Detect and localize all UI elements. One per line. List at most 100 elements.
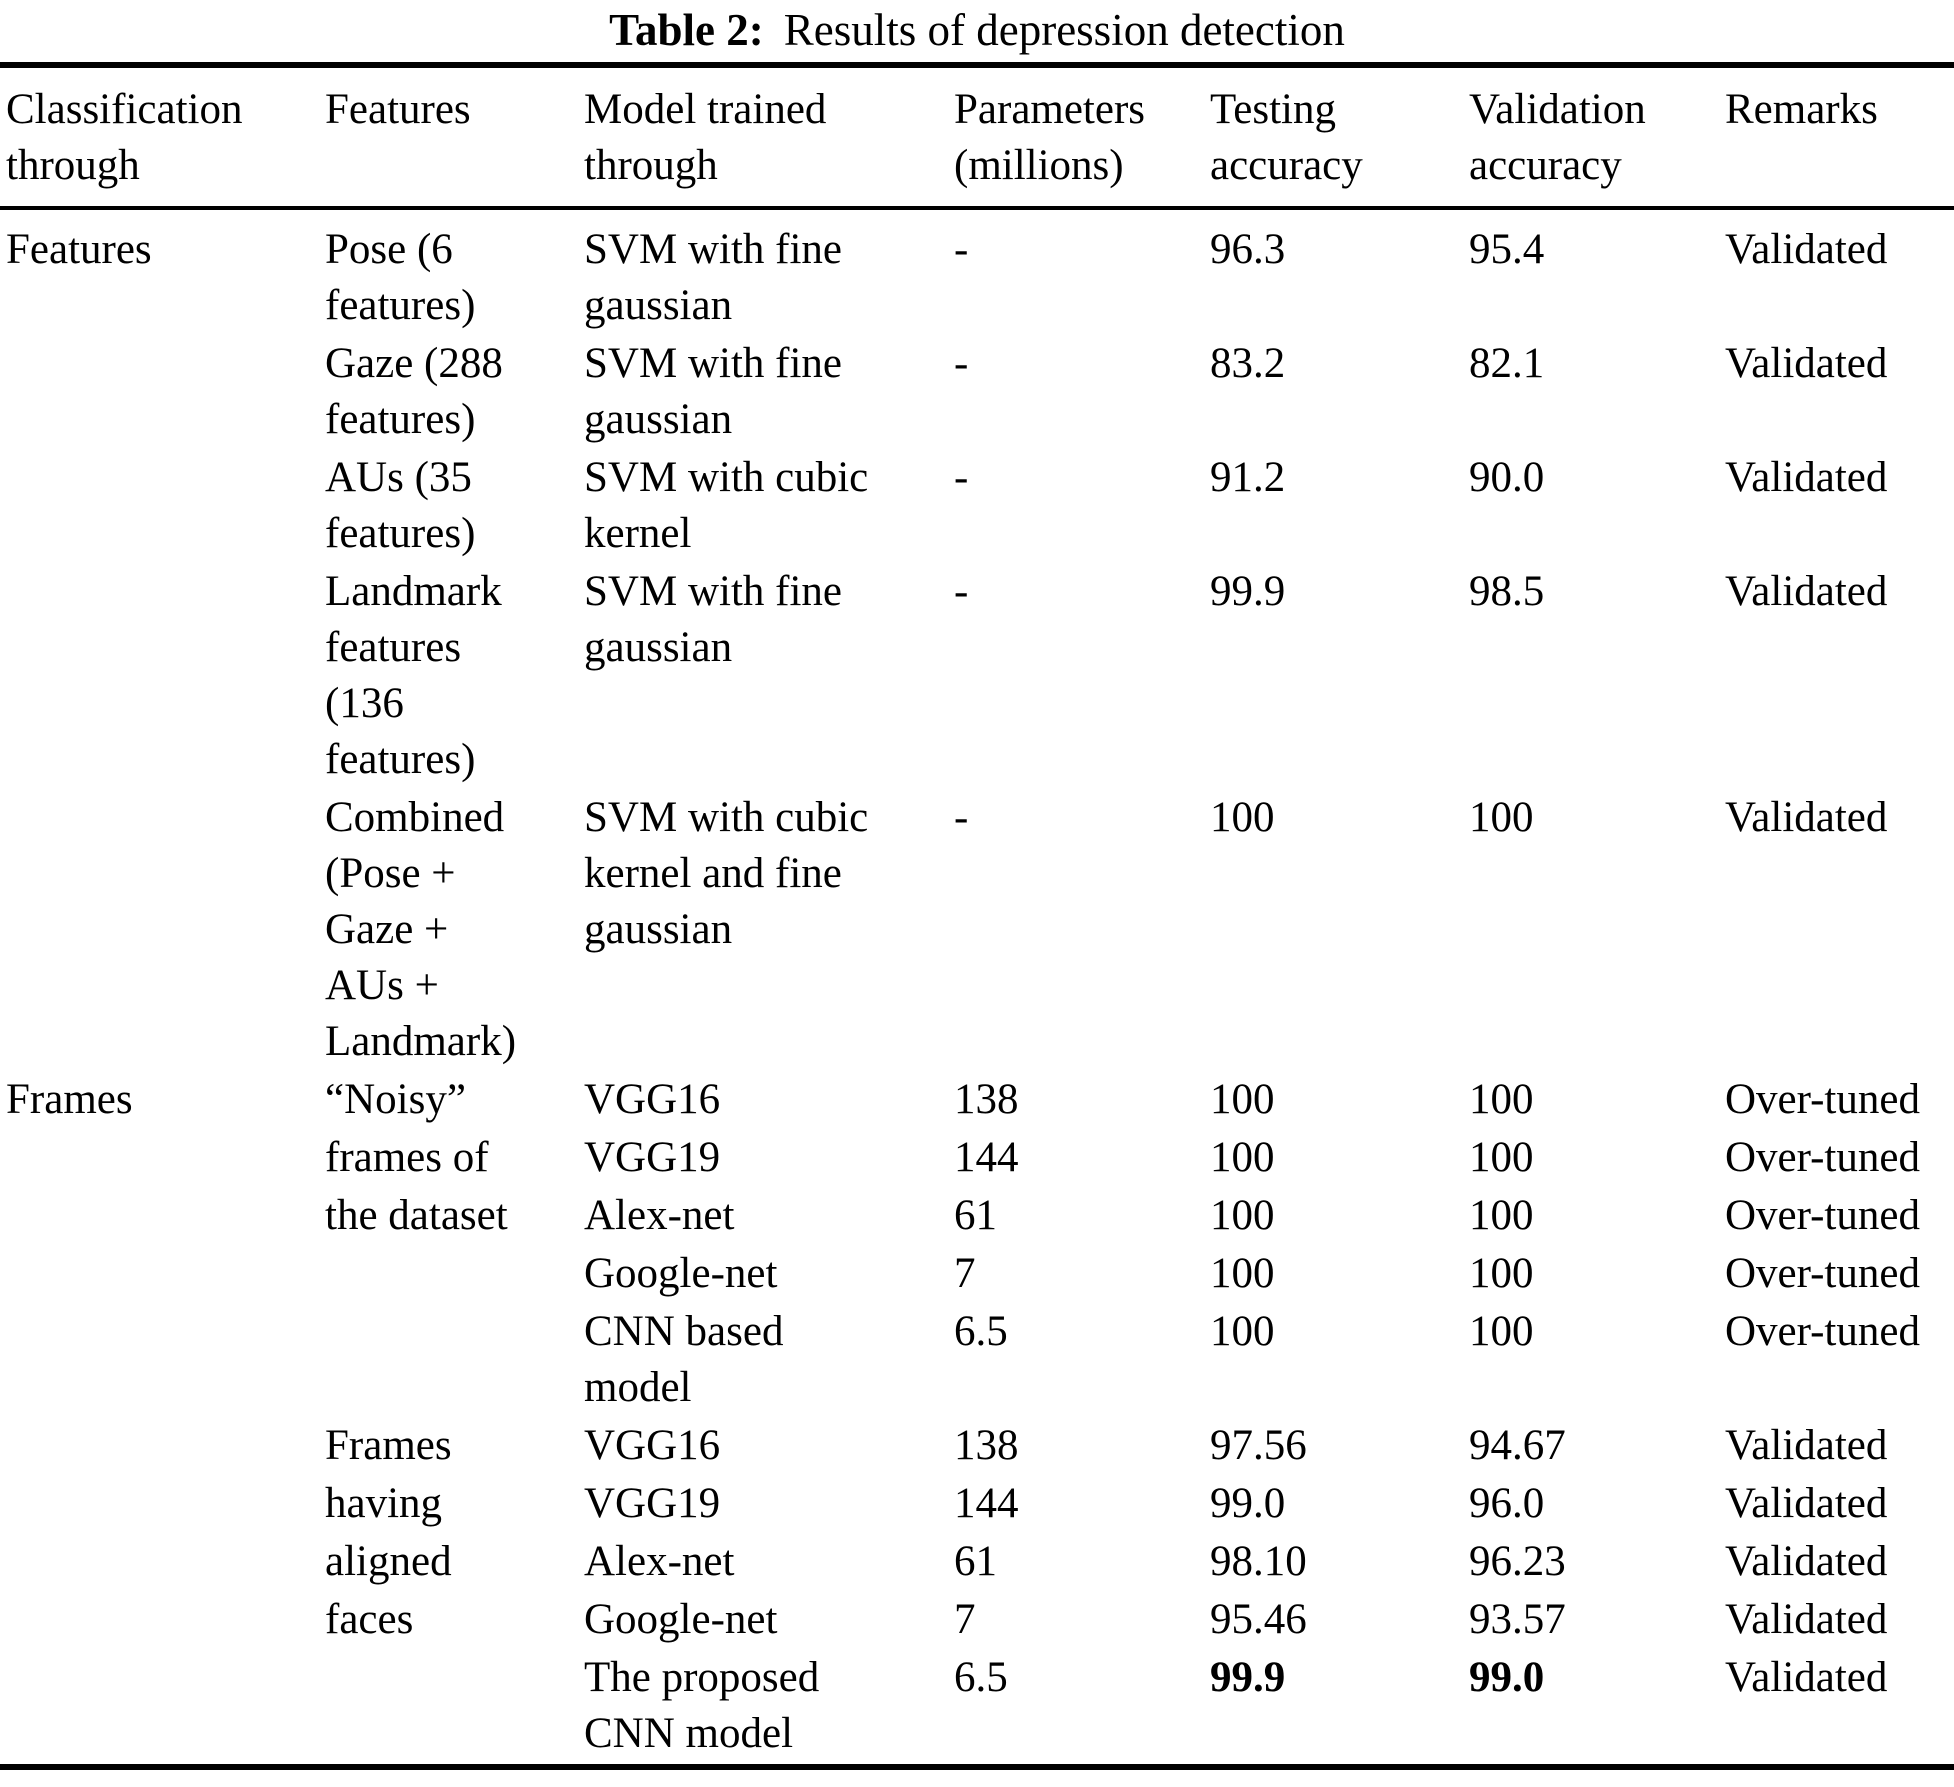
cell-validation-accuracy: 96.23 <box>1469 1538 1566 1585</box>
cell-testing-accuracy: 100 <box>1210 1134 1275 1181</box>
cell-testing-accuracy: 95.46 <box>1210 1596 1307 1643</box>
cell-classification-through <box>0 1130 325 1188</box>
cell-validation-accuracy: 90.0 <box>1469 454 1545 501</box>
cell-validation-accuracy: 94.67 <box>1469 1422 1566 1469</box>
table-row: faces Google-net 7 95.46 93.57 Validated <box>0 1592 1954 1650</box>
cell-parameters-millions: 138 <box>954 1076 1019 1123</box>
cell-testing-accuracy: 91.2 <box>1210 454 1286 501</box>
cell-features: Landmark features (136 features) <box>325 568 502 783</box>
cell-testing-accuracy: 83.2 <box>1210 340 1286 387</box>
cell-validation-accuracy: 82.1 <box>1469 340 1545 387</box>
cell-remarks: Over-tuned <box>1725 1308 1920 1355</box>
cell-validation-accuracy: 100 <box>1469 1192 1534 1239</box>
table-row: Google-net 7 100 100 Over-tuned <box>0 1246 1954 1304</box>
cell-remarks: Over-tuned <box>1725 1192 1920 1239</box>
cell-parameters-millions: - <box>954 226 969 273</box>
cell-validation-accuracy: 100 <box>1469 1250 1534 1297</box>
cell-testing-accuracy: 100 <box>1210 794 1275 841</box>
header-parameters-millions: Parameters (millions) <box>954 65 1210 210</box>
cell-testing-accuracy: 100 <box>1210 1250 1275 1297</box>
cell-parameters-millions: - <box>954 794 969 841</box>
cell-classification-through <box>0 1246 325 1304</box>
cell-parameters-millions: - <box>954 340 969 387</box>
table-row: AUs (35 features) SVM with cubic kernel - 9… <box>0 450 1954 564</box>
cell-remarks: Over-tuned <box>1725 1134 1920 1181</box>
cell-features <box>325 1650 584 1767</box>
cell-parameters-millions: 144 <box>954 1134 1019 1181</box>
cell-features: Frames <box>325 1422 452 1469</box>
cell-validation-accuracy: 99.0 <box>1469 1654 1545 1701</box>
cell-classification-through <box>0 1534 325 1592</box>
table-row: frames of VGG19 144 100 100 Over-tuned <box>0 1130 1954 1188</box>
cell-remarks: Validated <box>1725 1654 1888 1701</box>
cell-remarks: Validated <box>1725 226 1888 273</box>
cell-remarks: Validated <box>1725 340 1888 387</box>
cell-testing-accuracy: 100 <box>1210 1308 1275 1355</box>
cell-testing-accuracy: 97.56 <box>1210 1422 1307 1469</box>
cell-parameters-millions: 6.5 <box>954 1308 1008 1355</box>
cell-features <box>325 1246 584 1304</box>
cell-remarks: Validated <box>1725 1538 1888 1585</box>
cell-classification-through: Features <box>6 226 152 273</box>
cell-remarks: Validated <box>1725 454 1888 501</box>
header-classification-through: Classification through <box>0 65 325 210</box>
table-caption-label: Table 2: <box>609 5 764 55</box>
table-row: Frames VGG16 138 97.56 94.67 Validated <box>0 1418 1954 1476</box>
cell-validation-accuracy: 100 <box>1469 1308 1534 1355</box>
cell-classification-through <box>0 790 325 1072</box>
cell-testing-accuracy: 98.10 <box>1210 1538 1307 1585</box>
table-row: aligned Alex-net 61 98.10 96.23 Validated <box>0 1534 1954 1592</box>
cell-parameters-millions: - <box>954 454 969 501</box>
header-model-trained-through: Model trained through <box>584 65 954 210</box>
cell-classification-through <box>0 564 325 790</box>
cell-features: Pose (6 features) <box>325 226 476 329</box>
cell-validation-accuracy: 96.0 <box>1469 1480 1545 1527</box>
cell-model-trained-through: Alex-net <box>584 1192 735 1239</box>
cell-classification-through <box>0 1304 325 1418</box>
header-remarks: Remarks <box>1725 65 1954 210</box>
cell-classification-through <box>0 1188 325 1246</box>
cell-testing-accuracy: 100 <box>1210 1076 1275 1123</box>
table-row: having VGG19 144 99.0 96.0 Validated <box>0 1476 1954 1534</box>
table-row: Features Pose (6 features) SVM with fine g… <box>0 208 1954 336</box>
table-row: the dataset Alex-net 61 100 100 Over-tuned <box>0 1188 1954 1246</box>
cell-model-trained-through: The proposed CNN model <box>584 1654 820 1757</box>
cell-parameters-millions: 61 <box>954 1538 997 1585</box>
table-row: The proposed CNN model 6.5 99.9 99.0 Validat… <box>0 1650 1954 1767</box>
header-validation-accuracy: Validation accuracy <box>1469 65 1725 210</box>
cell-parameters-millions: 7 <box>954 1596 976 1643</box>
cell-remarks: Validated <box>1725 568 1888 615</box>
cell-classification-through <box>0 1418 325 1476</box>
cell-features: having <box>325 1480 443 1527</box>
cell-parameters-millions: 7 <box>954 1250 976 1297</box>
cell-classification-through <box>0 1592 325 1650</box>
cell-classification-through <box>0 1476 325 1534</box>
cell-features: the dataset <box>325 1192 508 1239</box>
cell-remarks: Validated <box>1725 794 1888 841</box>
cell-model-trained-through: SVM with fine gaussian <box>584 340 842 443</box>
cell-model-trained-through: CNN based model <box>584 1308 784 1411</box>
cell-model-trained-through: SVM with fine gaussian <box>584 226 842 329</box>
depression-detection-results-table: Classification through Features Model tr… <box>0 62 1954 1770</box>
cell-testing-accuracy: 99.0 <box>1210 1480 1286 1527</box>
cell-features: frames of <box>325 1134 489 1181</box>
header-row: Classification through Features Model tr… <box>0 65 1954 210</box>
cell-model-trained-through: SVM with cubic kernel <box>584 454 869 557</box>
table-header: Classification through Features Model tr… <box>0 65 1954 210</box>
cell-model-trained-through: Google-net <box>584 1250 778 1297</box>
table-caption: Table 2: Results of depression detection <box>0 0 1954 62</box>
cell-parameters-millions: 6.5 <box>954 1654 1008 1701</box>
cell-features: Gaze (288 features) <box>325 340 503 443</box>
cell-remarks: Over-tuned <box>1725 1076 1920 1123</box>
cell-remarks: Validated <box>1725 1480 1888 1527</box>
cell-model-trained-through: SVM with cubic kernel and fine gaussian <box>584 794 869 953</box>
cell-model-trained-through: VGG19 <box>584 1480 721 1527</box>
cell-parameters-millions: - <box>954 568 969 615</box>
cell-features: AUs (35 features) <box>325 454 476 557</box>
cell-features: aligned <box>325 1538 452 1585</box>
cell-model-trained-through: SVM with fine gaussian <box>584 568 842 671</box>
table-body: Features Pose (6 features) SVM with fine g… <box>0 208 1954 1767</box>
cell-testing-accuracy: 100 <box>1210 1192 1275 1239</box>
cell-model-trained-through: Alex-net <box>584 1538 735 1585</box>
cell-classification-through <box>0 1650 325 1767</box>
